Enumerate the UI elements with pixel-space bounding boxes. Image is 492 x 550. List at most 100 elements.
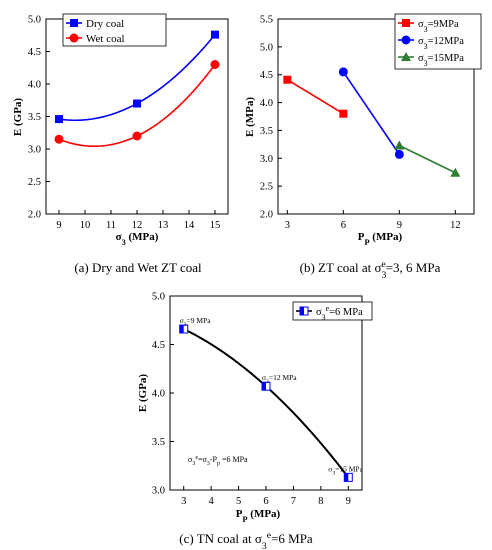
data-point: [338, 67, 348, 77]
x-tick-label: 3: [181, 496, 186, 507]
x-tick-label: 5: [236, 496, 241, 507]
y-tick-label: 2.0: [28, 210, 41, 221]
data-point: [339, 109, 348, 118]
x-tick-label: 9: [56, 220, 61, 231]
y-tick-label: 5.0: [152, 292, 165, 303]
legend-marker: [299, 306, 309, 316]
data-point-fill: [344, 473, 349, 482]
point-label: σ3=12 MPa: [262, 373, 297, 385]
y-tick-label: 4.0: [152, 389, 165, 400]
x-tick-label: 10: [80, 220, 91, 231]
series-line: [286, 79, 344, 115]
x-axis-label: PP (MPa): [236, 508, 281, 524]
x-tick-label: 12: [132, 220, 143, 231]
x-tick-label: 8: [318, 496, 323, 507]
x-tick-label: 13: [158, 220, 169, 231]
data-point: [179, 324, 189, 334]
series-line: [398, 144, 456, 174]
series-line: [342, 71, 400, 155]
plot-frame: [45, 18, 229, 215]
x-axis-label: PP (MPa): [358, 231, 403, 247]
x-tick-label: 7: [291, 496, 296, 507]
data-point: [210, 60, 220, 69]
legend-marker: [401, 52, 411, 61]
legend-label: Dry coal: [86, 18, 124, 30]
data-point: [343, 472, 353, 482]
y-tick-label: 2.5: [28, 177, 41, 188]
series-0: σ3=9 MPa σ3=12 MPa σ3=15 MPa: [179, 316, 364, 482]
data-point: [132, 131, 142, 141]
x-tick-label: 9: [346, 496, 351, 507]
y-axis-label: E (GPa): [12, 98, 24, 137]
caption-a: (a) Dry and Wet ZT coal: [74, 260, 202, 275]
annotation: σ3e=σ3-Pp =6 MPa: [188, 455, 248, 467]
plot-frame: [277, 18, 475, 215]
chart-a: 9 10 11 12 13 14 15 2.0 2.5 3.0 3.5 4.0 4.5 5.0 σ3 (MP…: [12, 13, 229, 275]
data-point: [283, 75, 292, 84]
legend: Dry coal Wet coal: [62, 13, 167, 47]
x-tick-label: 14: [184, 220, 195, 231]
legend: σ3=9MPa σ3=12MPa σ3=15MPa: [394, 13, 482, 70]
data-point: [54, 134, 64, 144]
data-point: [450, 167, 461, 177]
x-tick-label: 9: [397, 220, 402, 231]
data-point-fill: [179, 324, 184, 333]
y-tick-label: 3.5: [28, 112, 41, 123]
legend-marker: [70, 19, 78, 27]
data-point: [394, 149, 404, 159]
legend-box: [292, 301, 373, 321]
y-tick-label: 5.5: [260, 15, 273, 26]
y-tick-label: 5.0: [260, 42, 273, 53]
x-axis-label: σ3 (MPa): [116, 231, 159, 247]
legend-label: σ3=12MPa: [418, 36, 464, 51]
y-tick-label: 4.5: [28, 47, 41, 58]
y-axis-label: E (GPa): [137, 374, 149, 413]
series-1: [54, 60, 220, 148]
legend-marker-fill: [300, 307, 304, 315]
x-tick-label: 6: [341, 220, 346, 231]
data-point: [133, 99, 141, 108]
point-label: σ3=15 MPa: [328, 464, 363, 476]
y-tick-label: 3.0: [152, 486, 165, 497]
y-tick-label: 3.5: [260, 126, 273, 137]
legend-marker: [402, 19, 410, 27]
y-tick-label: 4.0: [260, 98, 273, 109]
x-tick-label: 15: [210, 220, 221, 231]
data-point: [211, 30, 219, 39]
y-tick-label: 5.0: [28, 15, 41, 26]
series-1: [338, 67, 404, 159]
y-tick-label: 4.5: [152, 340, 165, 351]
x-tick-label: 12: [450, 220, 461, 231]
y-tick-label: 4.0: [28, 80, 41, 91]
chart-b: 3 6 9 12 2.0 2.5 3.0 3.5 4.0 4.5 5.0 5.5 PP (MPa) E (…: [244, 13, 482, 281]
y-axis-label: E (MPa): [244, 97, 256, 137]
data-point: [261, 381, 271, 391]
y-tick-label: 4.5: [260, 70, 273, 81]
y-tick-label: 3.5: [152, 437, 165, 448]
y-tick-label: 2.5: [260, 182, 273, 193]
caption-c: (c) TN coal at σ3e=6 MPa: [179, 530, 313, 550]
caption-b: (b) ZT coal at σ3e=3, 6 MPa: [300, 259, 441, 281]
y-tick-label: 3.0: [260, 154, 273, 165]
series-2: [394, 140, 461, 177]
x-tick-label: 4: [209, 496, 215, 507]
legend-label: σ3=9MPa: [418, 19, 459, 34]
series-0: [283, 75, 348, 118]
data-point-fill: [262, 382, 266, 391]
series-line: [183, 328, 350, 478]
legend: σ3e=6 MPa: [292, 301, 373, 322]
legend-label: σ3e=6 MPa: [316, 304, 363, 322]
data-point: [55, 115, 63, 124]
legend-marker: [69, 33, 79, 43]
x-tick-label: 11: [106, 220, 116, 231]
x-tick-label: 3: [285, 220, 290, 231]
y-tick-label: 2.0: [260, 210, 273, 221]
point-label: σ3=9 MPa: [180, 316, 212, 328]
x-tick-label: 6: [263, 496, 268, 507]
y-tick-label: 3.0: [28, 145, 41, 156]
legend-box: [62, 13, 167, 47]
legend-label: Wet coal: [86, 33, 125, 45]
series-0: [55, 30, 219, 124]
